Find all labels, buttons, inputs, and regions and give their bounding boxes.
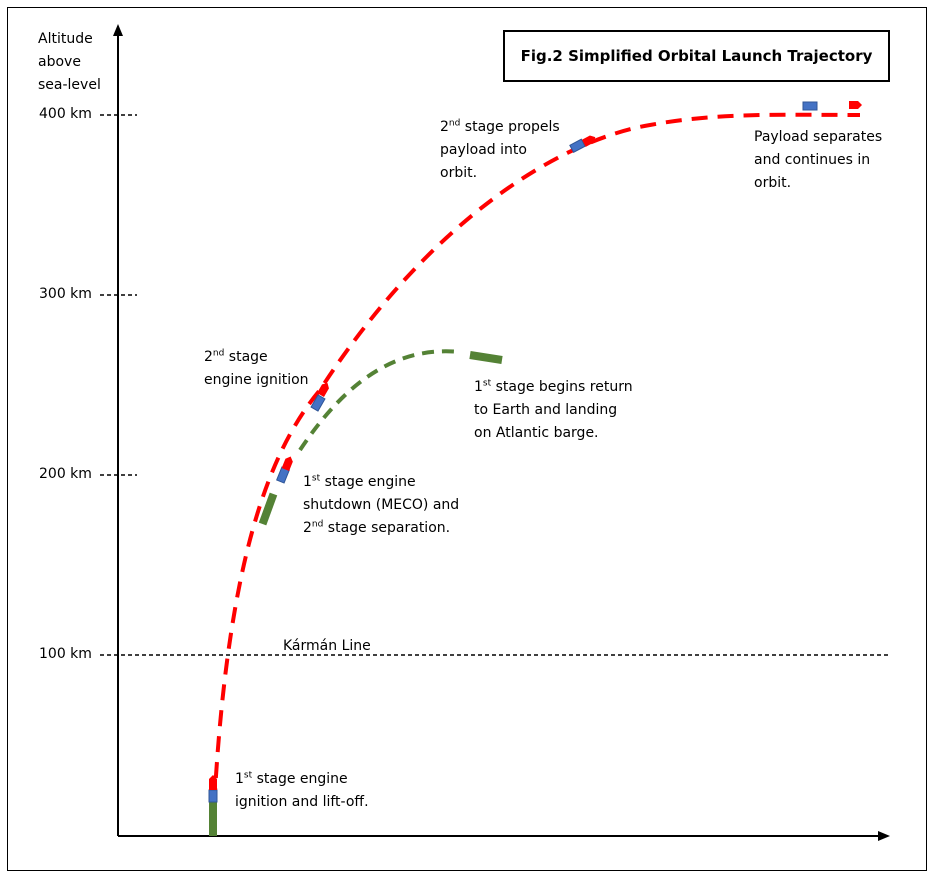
liftoff-first-stage — [209, 802, 217, 836]
annotation-text: 1 — [303, 474, 312, 490]
figure-title: Fig.2 Simplified Orbital Launch Trajecto… — [503, 30, 890, 82]
liftoff-second-stage — [209, 775, 217, 790]
y-axis-arrowhead — [113, 24, 123, 36]
annotation-text: payload into — [440, 142, 527, 158]
y-axis-label: Altitude above sea-level — [38, 28, 101, 97]
annotation-text: on Atlantic barge. — [474, 425, 599, 441]
propel-second-stage — [581, 135, 596, 147]
first-stage-return-trajectory — [298, 349, 461, 452]
annotation-text: ignition and lift-off. — [235, 794, 369, 810]
orbit-second-stage — [849, 101, 862, 109]
annotation-text: and continues in — [754, 152, 871, 168]
meco-second-stage — [281, 456, 293, 471]
annotation-sup: st — [482, 378, 492, 389]
karman-line-label: Kármán Line — [283, 638, 371, 654]
annotation-sup: st — [243, 770, 253, 781]
tick-label-200: 200 km — [39, 466, 92, 482]
second-stage-trajectory — [211, 112, 861, 831]
orbit-payload — [802, 101, 818, 111]
annotation-text: 2 — [303, 520, 312, 536]
annotation-sup: nd — [448, 118, 461, 129]
annotation-text: 2 — [204, 349, 213, 365]
annotation-text: orbit. — [754, 175, 792, 191]
annotation-sup: nd — [311, 519, 324, 530]
annotation-text: stage begins return — [491, 379, 633, 395]
second-stage-ignition-annotation: 2nd stage engine ignition — [204, 346, 309, 392]
annotation-text: 2 — [440, 119, 449, 135]
liftoff-annotation: 1st stage engine ignition and lift-off. — [235, 768, 369, 814]
meco-first-stage — [258, 492, 278, 526]
y-axis-label-line: Altitude — [38, 31, 93, 47]
y-axis-label-line: sea-level — [38, 77, 101, 93]
figure-title-text: Fig.2 Simplified Orbital Launch Trajecto… — [520, 47, 873, 65]
annotation-text: stage separation. — [323, 520, 451, 536]
annotation-sup: st — [311, 473, 321, 484]
tick-label-100: 100 km — [39, 646, 92, 662]
ignition-second-stage — [317, 382, 329, 398]
annotation-text: 1 — [235, 771, 244, 787]
annotation-text: Payload separates — [754, 129, 883, 145]
meco-annotation: 1st stage engine shutdown (MECO) and 2nd… — [303, 471, 459, 540]
liftoff-payload — [208, 789, 218, 803]
annotation-text: stage engine — [252, 771, 348, 787]
first-stage-landing-segment — [469, 351, 503, 364]
payload-separation-annotation: Payload separates and continues in orbit… — [754, 126, 882, 195]
annotation-text: engine ignition — [204, 372, 309, 388]
ignition-payload — [310, 394, 326, 412]
tick-label-400: 400 km — [39, 106, 92, 122]
annotation-text: stage — [224, 349, 268, 365]
x-axis-arrowhead — [878, 831, 890, 841]
annotation-text: to Earth and landing — [474, 402, 618, 418]
annotation-text: stage propels — [460, 119, 560, 135]
annotation-text: 1 — [474, 379, 483, 395]
figure-frame — [7, 7, 927, 871]
first-stage-return-annotation: 1st stage begins return to Earth and lan… — [474, 376, 633, 445]
tick-label-300: 300 km — [39, 286, 92, 302]
y-axis-label-line: above — [38, 54, 81, 70]
second-stage-propel-annotation: 2nd stage propels payload into orbit. — [440, 116, 560, 185]
annotation-text: orbit. — [440, 165, 478, 181]
annotation-sup: nd — [212, 348, 225, 359]
propel-payload — [569, 138, 586, 154]
annotation-text: shutdown (MECO) and — [303, 497, 460, 513]
annotation-text: stage engine — [320, 474, 416, 490]
